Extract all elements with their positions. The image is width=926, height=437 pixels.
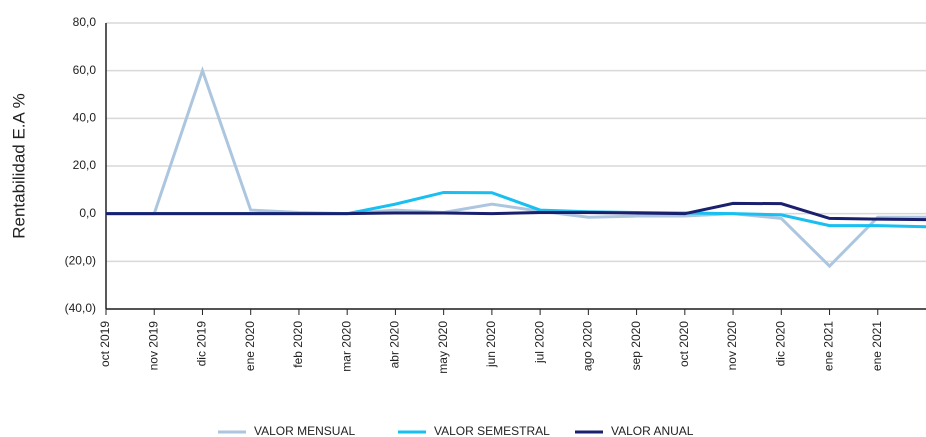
- y-tick-label: 80,0: [73, 15, 97, 29]
- x-tick-label: jun 2020: [484, 321, 498, 368]
- x-tick-label: ene 2020: [243, 321, 257, 371]
- series-line: [106, 66, 926, 269]
- x-tick-label: nov 2019: [146, 321, 160, 371]
- x-tick-label: ene 2021: [822, 321, 836, 371]
- legend-label: VALOR ANUAL: [611, 424, 694, 437]
- y-tick-label: 20,0: [73, 158, 97, 172]
- x-tick-label: dic 2020: [773, 321, 787, 367]
- y-tick-label: (20,0): [65, 254, 96, 268]
- x-tick-label: dic 2019: [195, 321, 209, 367]
- y-tick-label: 0,0: [79, 206, 96, 220]
- x-tick-label: abr 2020: [388, 321, 402, 369]
- x-tick-label: sep 2020: [629, 321, 643, 371]
- x-tick-label: may 2020: [436, 321, 450, 374]
- x-tick-label: ene 2021: [870, 321, 884, 371]
- series-line: [106, 201, 926, 222]
- y-tick-label: (40,0): [65, 301, 96, 315]
- y-tick-label: 60,0: [73, 63, 97, 77]
- legend-label: VALOR MENSUAL: [254, 424, 355, 437]
- y-axis-label: Rentabilidad E.A %: [9, 93, 28, 239]
- x-tick-label: feb 2020: [291, 321, 305, 368]
- x-tick-label: ago 2020: [581, 321, 595, 371]
- x-tick-label: jul 2020: [532, 321, 546, 364]
- x-tick-label: oct 2019: [98, 321, 112, 367]
- y-tick-label: 40,0: [73, 111, 97, 125]
- legend-label: VALOR SEMESTRAL: [434, 424, 550, 437]
- x-tick-label: mar 2020: [339, 321, 353, 372]
- x-tick-label: nov 2020: [725, 321, 739, 371]
- x-tick-label: oct 2020: [677, 321, 691, 367]
